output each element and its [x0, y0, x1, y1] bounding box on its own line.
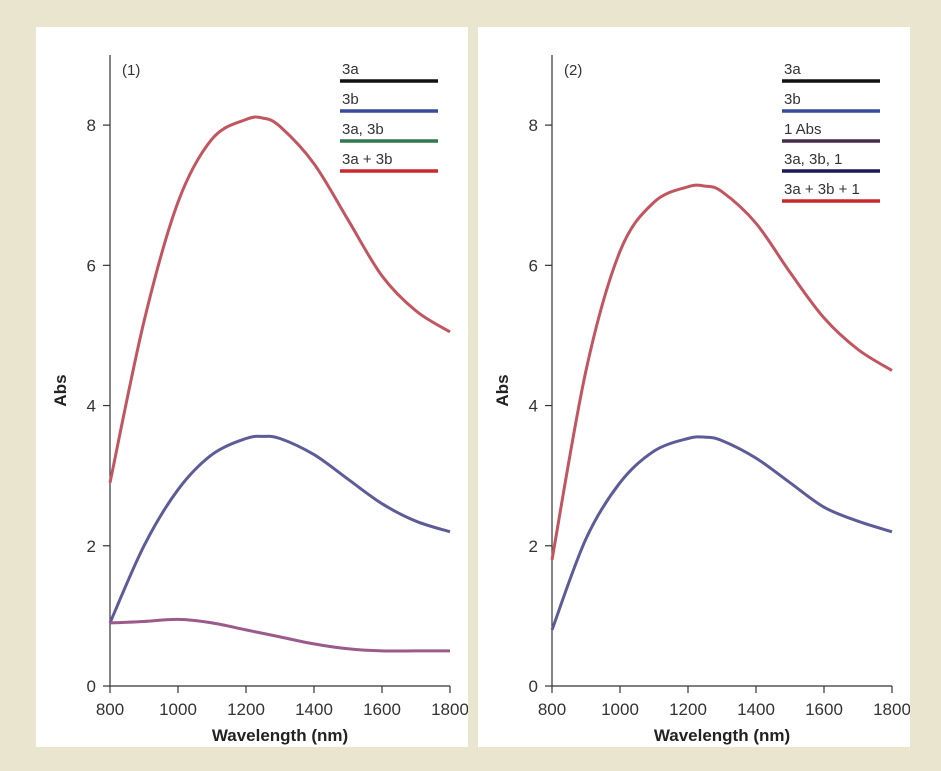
x-axis-label: Wavelength (nm) [654, 726, 790, 745]
x-tick-label: 1800 [873, 700, 910, 719]
legend-label: 3a + 3b [342, 151, 392, 168]
x-tick-label: 800 [538, 700, 566, 719]
legend-label: 3b [784, 91, 801, 108]
y-axis-label: Abs [51, 374, 70, 406]
y-tick-label: 6 [87, 256, 96, 275]
legend-label: 3a + 3b + 1 [784, 181, 860, 198]
y-axis-label: Abs [493, 374, 512, 406]
y-tick-label: 4 [87, 397, 96, 416]
x-tick-label: 1800 [431, 700, 468, 719]
legend-label: 1 Abs [784, 121, 822, 138]
legend-label: 3a, 3b, 1 [784, 151, 842, 168]
x-tick-label: 1600 [363, 700, 401, 719]
legend-label: 3b [342, 91, 359, 108]
y-tick-label: 2 [87, 537, 96, 556]
chart-1-svg: 800 1000 1200 1400 1600 1800 0 2 4 6 8 Wavelength (… [51, 55, 469, 745]
legend-label: 3a, 3b [342, 121, 384, 138]
y-tick-label: 6 [529, 256, 538, 275]
chart-2-svg: 800 1000 1200 1400 1600 1800 0 2 4 6 8 Wavelength (… [493, 55, 911, 745]
panel-label: (2) [564, 62, 582, 79]
legend-label: 3a [784, 61, 801, 78]
x-axis-label: Wavelength (nm) [212, 726, 348, 745]
x-tick-label: 1200 [227, 700, 265, 719]
x-tick-label: 1000 [601, 700, 639, 719]
y-tick-label: 2 [529, 537, 538, 556]
series-line-3 [109, 617, 450, 653]
chart-panel-1: 800 1000 1200 1400 1600 1800 0 2 4 6 8 Wavelength (… [36, 27, 469, 747]
series-line-2 [108, 434, 451, 624]
y-tick-label: 4 [529, 397, 538, 416]
y-tick-label: 0 [529, 677, 538, 696]
legend-label: 3a [342, 61, 359, 78]
x-tick-label: 1200 [669, 700, 707, 719]
chart-panel-2: 800 1000 1200 1400 1600 1800 0 2 4 6 8 Wavelength (… [478, 27, 911, 747]
y-tick-label: 0 [87, 677, 96, 696]
y-tick-label: 8 [87, 116, 96, 135]
series-line-2 [550, 435, 893, 631]
x-tick-label: 1400 [295, 700, 333, 719]
panel-label: (1) [122, 62, 140, 79]
series-line-1 [108, 115, 451, 484]
x-tick-label: 800 [96, 700, 124, 719]
x-tick-label: 1400 [737, 700, 775, 719]
x-tick-label: 1600 [805, 700, 843, 719]
x-tick-label: 1000 [159, 700, 197, 719]
series-line-1 [550, 183, 893, 561]
y-tick-label: 8 [529, 116, 538, 135]
